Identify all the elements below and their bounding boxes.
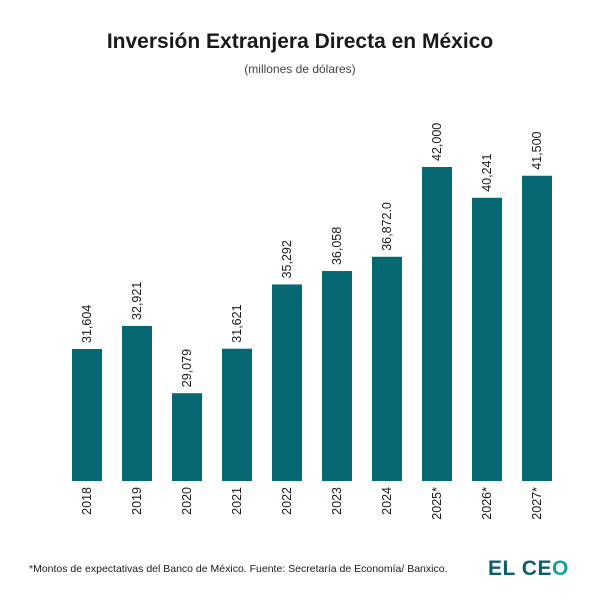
bar-2027* (522, 175, 552, 482)
data-label-2022: 35,292 (280, 240, 294, 278)
x-tick-label-2024: 2024 (380, 487, 394, 515)
bar-2020 (172, 393, 202, 481)
x-tick-label-2027*: 2027* (530, 487, 544, 520)
data-label-2019: 32,921 (130, 282, 144, 320)
data-label-2020: 29,079 (180, 349, 194, 387)
x-tick-label-2021: 2021 (230, 487, 244, 515)
brand-main-text: EL CE (488, 557, 552, 580)
bar-2022 (272, 284, 302, 481)
bar-2025* (422, 167, 452, 481)
bar-2024 (372, 256, 402, 481)
source-footnote: *Montos de expectativas del Banco de Méx… (29, 563, 448, 575)
chart-title: Inversión Extranjera Directa en México (106, 30, 494, 53)
bar-2018 (72, 349, 102, 481)
x-tick-label-2025*: 2025* (430, 487, 444, 520)
el-ceo-logo: EL CEO (488, 557, 569, 581)
bar-2023 (322, 271, 352, 481)
bar-2021 (222, 348, 252, 481)
data-label-2021: 31,621 (230, 304, 244, 342)
data-label-2025*: 42,000 (430, 123, 444, 161)
data-label-2027*: 41,500 (530, 131, 544, 169)
chart-subtitle: (millones de dólares) (244, 62, 356, 76)
x-tick-label-2022: 2022 (280, 487, 294, 515)
bar-2026* (472, 197, 502, 481)
x-tick-label-2023: 2023 (330, 487, 344, 515)
x-tick-label-2018: 2018 (80, 487, 94, 515)
data-label-2018: 31,604 (80, 305, 94, 343)
data-label-2026*: 40,241 (480, 154, 494, 192)
x-tick-label-2020: 2020 (180, 487, 194, 515)
data-label-2024: 36,872.0 (380, 202, 394, 251)
bar-2019 (122, 325, 152, 481)
brand-last-letter: O (551, 557, 569, 580)
data-label-2023: 36,058 (330, 227, 344, 265)
x-tick-label-2026*: 2026* (480, 487, 494, 520)
x-tick-label-2019: 2019 (130, 487, 144, 515)
